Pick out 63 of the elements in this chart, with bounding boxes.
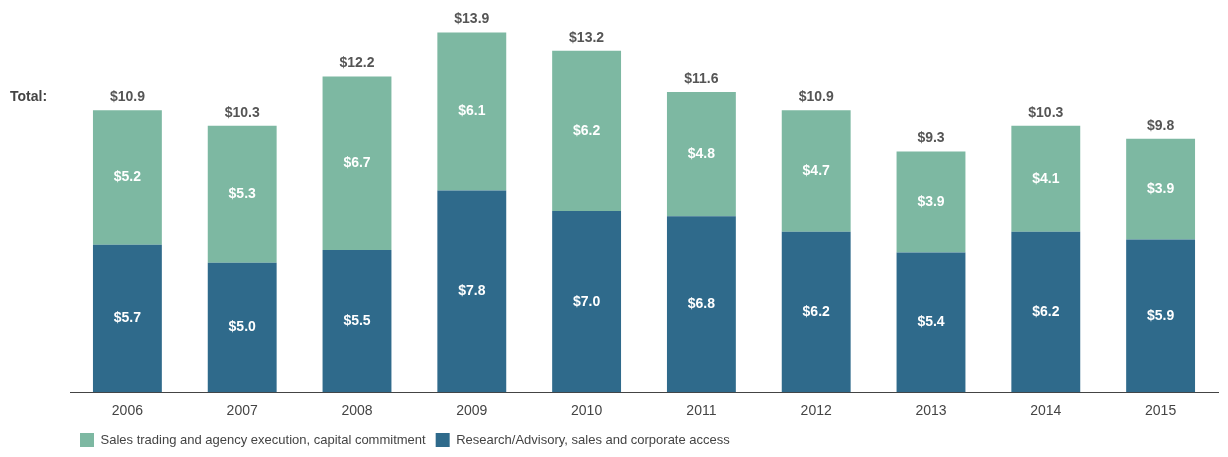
data-label: $5.5: [343, 311, 371, 328]
legend-label: Research/Advisory, sales and corporate access: [456, 431, 731, 447]
x-tick-label: 2013: [915, 402, 947, 419]
bar: [1011, 125, 1081, 232]
data-label: $5.0: [228, 318, 257, 335]
total-label: $11.6: [684, 69, 719, 86]
data-label: $6.7: [343, 154, 371, 171]
x-tick-label: 2011: [686, 402, 717, 419]
total-label: $9.8: [1146, 116, 1175, 133]
bar: [1126, 138, 1196, 240]
data-label: $4.1: [1032, 169, 1060, 186]
total-label: $9.3: [917, 129, 945, 146]
total-label: $10.3: [224, 103, 260, 120]
total-label: $13.9: [454, 10, 490, 27]
data-label: $6.2: [802, 302, 831, 319]
bar: [1126, 239, 1196, 393]
data-label: $6.2: [1032, 302, 1060, 319]
data-label: $4.7: [802, 161, 831, 178]
data-label: $7.0: [572, 292, 601, 309]
data-label: $5.9: [1146, 306, 1175, 323]
x-tick-label: 2007: [226, 402, 258, 419]
legend-label: Sales trading and agency execution, capital commitment: [100, 431, 427, 447]
bar: [1011, 231, 1081, 393]
bar: [437, 190, 507, 393]
x-tick-label: 2012: [800, 402, 832, 419]
x-tick-label: 2006: [111, 402, 144, 419]
data-label: $4.8: [687, 145, 716, 162]
data-label: $5.7: [113, 309, 142, 326]
x-tick-label: 2014: [1030, 402, 1062, 419]
text: Total:: [10, 88, 48, 105]
data-label: $6.1: [458, 102, 486, 119]
data-label: $3.9: [917, 192, 945, 209]
x-tick-label: 2008: [341, 402, 373, 419]
data-label: $3.9: [1146, 179, 1175, 196]
data-label: $6.2: [572, 121, 601, 138]
total-label: $12.2: [339, 54, 375, 71]
bar: [781, 231, 851, 393]
data-label: $6.8: [687, 295, 716, 312]
bar: [781, 110, 851, 232]
bar: [207, 262, 277, 393]
total-label: $13.2: [569, 28, 605, 45]
bar: [666, 216, 736, 393]
data-label: $5.2: [113, 168, 142, 185]
data-label: $5.3: [228, 185, 257, 202]
data-label: $5.4: [917, 313, 945, 330]
bar: [666, 92, 736, 217]
bar: [437, 32, 507, 191]
bar: [92, 110, 162, 245]
x-tick-label: 2010: [571, 402, 603, 419]
bar: [552, 50, 622, 212]
total-label: $10.3: [1028, 103, 1064, 120]
bar: [207, 125, 277, 263]
bar: [896, 252, 966, 393]
x-tick-label: 2009: [456, 402, 488, 419]
data-label: $7.8: [458, 282, 486, 299]
bar: [322, 76, 392, 250]
bar: [322, 249, 392, 393]
bar: [896, 151, 966, 253]
bar: [552, 211, 622, 393]
total-label: $10.9: [109, 88, 146, 105]
total-label: $10.9: [798, 88, 834, 105]
bar: [92, 244, 162, 393]
x-tick-label: 2015: [1145, 402, 1177, 419]
